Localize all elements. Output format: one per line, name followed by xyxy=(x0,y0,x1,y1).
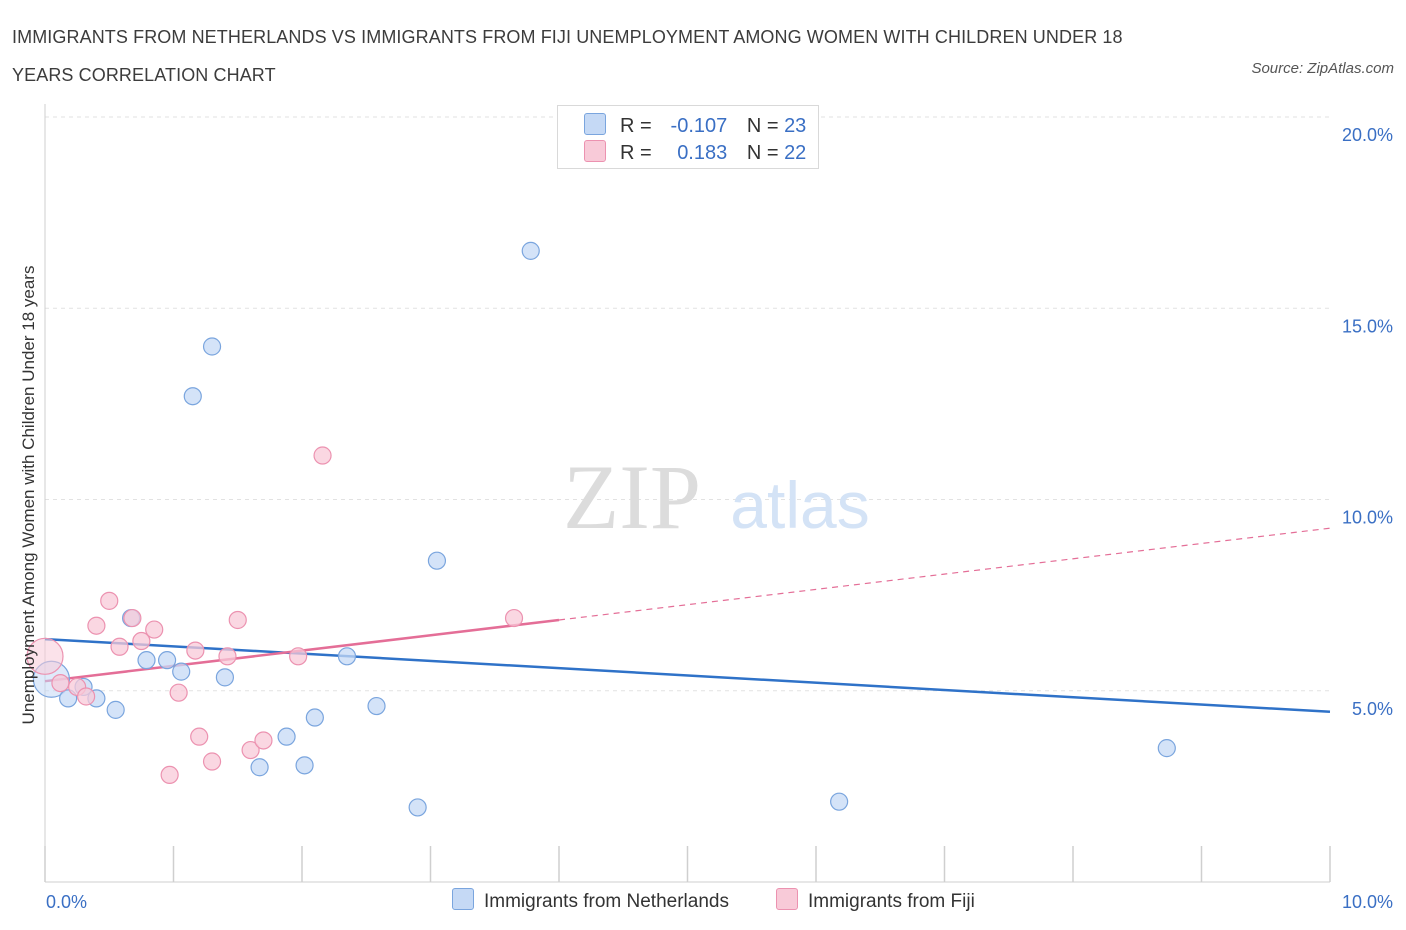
watermark-zip: ZIP xyxy=(563,446,701,548)
netherlands-trend-line xyxy=(44,637,1331,714)
legend-n-label: N = xyxy=(746,142,779,164)
fiji-point xyxy=(169,683,188,702)
netherlands-swatch xyxy=(584,113,606,135)
netherlands-point xyxy=(137,651,156,670)
data-points xyxy=(26,241,1176,817)
correlation-legend: R = -0.107 N = 23 R = 0.183 N = 22 xyxy=(557,105,819,169)
fiji-point xyxy=(51,673,70,693)
netherlands-point xyxy=(305,708,324,727)
tick-labels: 5.0% 10.0% 15.0% 20.0% 0.0% 10.0% xyxy=(46,125,1393,912)
netherlands-point xyxy=(172,662,191,681)
watermark-atlas: atlas xyxy=(730,468,869,542)
fiji-point xyxy=(26,637,64,675)
netherlands-point xyxy=(157,651,177,670)
netherlands-point xyxy=(295,756,314,775)
bottom-legend-label: Immigrants from Netherlands xyxy=(484,891,729,912)
fiji-point xyxy=(241,740,260,760)
legend-r-value: -0.107 xyxy=(670,115,728,137)
legend-row-fiji: R = 0.183 N = 22 xyxy=(584,140,806,164)
fiji-point xyxy=(77,687,96,706)
legend-n-label: N = xyxy=(746,115,779,137)
fiji-point xyxy=(313,446,332,465)
fiji-point xyxy=(186,641,205,660)
bottom-legend-netherlands: Immigrants from Netherlands xyxy=(452,888,729,913)
fiji-point xyxy=(218,647,237,666)
fiji-point xyxy=(87,616,106,635)
netherlands-swatch xyxy=(452,888,474,910)
grid-lines xyxy=(45,116,1330,692)
fiji-point xyxy=(254,731,273,750)
fiji-point xyxy=(145,620,164,639)
fiji-point xyxy=(190,727,209,746)
netherlands-point xyxy=(521,241,540,260)
netherlands-point xyxy=(106,700,125,719)
netherlands-point xyxy=(408,798,427,817)
netherlands-point xyxy=(183,387,202,406)
legend-r-value: 0.183 xyxy=(677,142,728,164)
netherlands-point xyxy=(215,668,234,687)
fiji-swatch xyxy=(584,140,606,162)
netherlands-point xyxy=(427,551,447,570)
netherlands-point xyxy=(830,792,849,811)
y-axis-label: Unemployment Among Women with Children U… xyxy=(19,266,38,725)
x-tick-label: 10.0% xyxy=(1342,892,1393,912)
legend-row-netherlands: R = -0.107 N = 23 xyxy=(584,113,806,137)
y-tick-label: 20.0% xyxy=(1342,125,1393,145)
fiji-trend-line-extension xyxy=(558,527,1331,621)
netherlands-point xyxy=(250,758,269,777)
fiji-point xyxy=(289,647,308,666)
fiji-point xyxy=(202,752,222,771)
fiji-point xyxy=(123,608,142,628)
x-tick-label: 0.0% xyxy=(46,892,87,912)
bottom-legend-fiji: Immigrants from Fiji xyxy=(776,888,975,913)
bottom-legend-label: Immigrants from Fiji xyxy=(808,891,975,912)
netherlands-point xyxy=(367,696,386,716)
netherlands-point xyxy=(202,337,222,356)
netherlands-point xyxy=(337,647,357,666)
fiji-point xyxy=(228,610,247,630)
y-tick-label: 15.0% xyxy=(1342,316,1393,336)
fiji-point xyxy=(110,637,129,656)
fiji-swatch xyxy=(776,888,798,910)
legend-r-label: R = xyxy=(620,115,652,137)
y-tick-label: 5.0% xyxy=(1352,699,1393,719)
netherlands-point xyxy=(277,727,296,746)
netherlands-point xyxy=(1157,739,1176,758)
watermark: ZIP atlas xyxy=(563,446,870,548)
y-tick-label: 10.0% xyxy=(1342,508,1393,528)
chart-source: Source: ZipAtlas.com xyxy=(1251,60,1394,77)
axes xyxy=(44,104,1331,883)
legend-n-value: 23 xyxy=(784,115,807,137)
fiji-point xyxy=(504,608,524,628)
fiji-point xyxy=(160,765,179,785)
legend-n-value: 22 xyxy=(784,142,807,164)
fiji-point xyxy=(132,631,151,651)
legend-r-label: R = xyxy=(620,142,652,164)
fiji-point xyxy=(100,591,119,610)
chart-title: IMMIGRANTS FROM NETHERLANDS VS IMMIGRANT… xyxy=(12,27,1123,85)
